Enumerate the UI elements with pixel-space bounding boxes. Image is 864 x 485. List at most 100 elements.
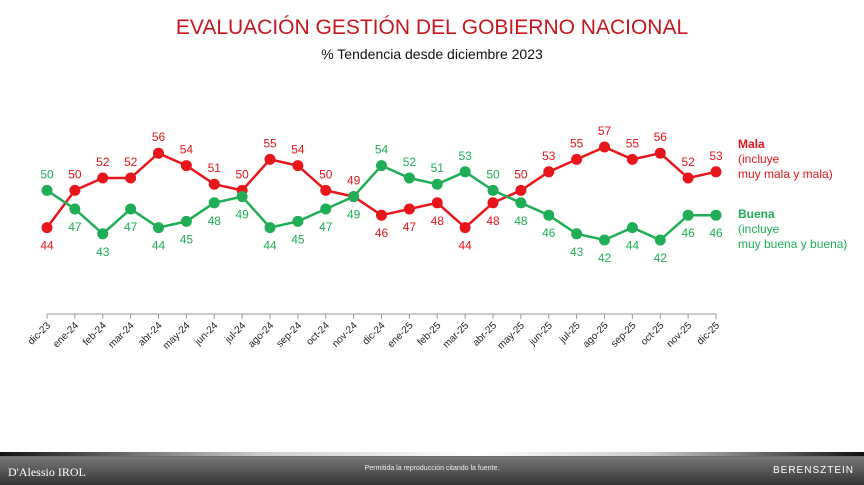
- mala-data-label: 44: [458, 239, 472, 253]
- mala-data-label: 48: [486, 214, 500, 228]
- x-tick-label: jul-25: [557, 320, 583, 346]
- mala-data-label: 55: [570, 136, 584, 150]
- x-tick-label: jun-25: [527, 320, 555, 348]
- buena-point: [487, 184, 499, 196]
- mala-point: [153, 147, 164, 159]
- x-tick-label: jul-24: [222, 320, 248, 346]
- mala-data-label: 44: [40, 239, 54, 253]
- mala-point: [320, 184, 332, 196]
- buena-data-label: 47: [68, 220, 82, 234]
- x-tick-label: mar-25: [441, 320, 471, 350]
- x-tick-label: nov-24: [330, 320, 360, 350]
- x-tick-label: dic-23: [26, 320, 53, 347]
- buena-point: [599, 234, 610, 246]
- buena-point: [125, 203, 137, 215]
- buena-data-label: 49: [235, 208, 249, 222]
- legend-mala: Mala (incluye muy mala y mala): [738, 137, 833, 182]
- mala-point: [710, 166, 722, 178]
- buena-data-label: 46: [542, 226, 556, 240]
- buena-point: [97, 228, 109, 240]
- x-tick-label: dic-24: [361, 320, 388, 347]
- buena-point: [208, 197, 220, 209]
- buena-data-label: 51: [431, 161, 445, 175]
- buena-data-label: 50: [486, 167, 500, 181]
- mala-data-label: 56: [152, 130, 166, 144]
- x-tick-label: oct-25: [639, 320, 667, 348]
- buena-point: [320, 203, 332, 215]
- buena-data-label: 43: [96, 245, 110, 259]
- mala-data-label: 53: [709, 149, 723, 163]
- mala-data-label: 56: [654, 130, 668, 144]
- buena-point: [153, 222, 164, 234]
- mala-point: [543, 166, 555, 178]
- mala-data-label: 48: [431, 214, 445, 228]
- mala-point: [97, 172, 109, 184]
- buena-point: [264, 222, 276, 234]
- legend-buena-note1: (incluye: [738, 222, 780, 236]
- buena-point: [180, 215, 192, 227]
- mala-point: [125, 172, 137, 184]
- buena-point: [292, 215, 304, 227]
- mala-data-label: 57: [598, 124, 612, 138]
- mala-point: [599, 141, 610, 153]
- mala-point: [626, 153, 638, 165]
- buena-point: [571, 228, 583, 240]
- mala-point: [459, 222, 471, 234]
- x-tick-label: may-25: [496, 320, 528, 352]
- footer: D'Alessio IROL Permitida la reproducción…: [0, 452, 864, 485]
- buena-data-label: 52: [403, 155, 417, 169]
- buena-data-label: 54: [375, 143, 389, 157]
- x-tick-label: ene-24: [51, 320, 81, 350]
- chart-title: EVALUACIÓN GESTIÓN DEL GOBIERNO NACIONAL: [175, 16, 689, 39]
- buena-data-label: 45: [291, 232, 305, 246]
- buena-data-label: 48: [514, 214, 528, 228]
- x-tick-label: sep-25: [609, 320, 639, 350]
- legend-buena-note2: muy buena y buena): [738, 237, 848, 251]
- buena-data-label: 47: [124, 220, 138, 234]
- buena-point: [403, 172, 415, 184]
- mala-data-label: 55: [263, 136, 277, 150]
- mala-data-label: 54: [180, 143, 194, 157]
- mala-point: [208, 178, 220, 190]
- mala-data-label: 50: [319, 167, 333, 181]
- x-tick-label: ene-25: [386, 320, 416, 350]
- buena-point: [515, 197, 527, 209]
- x-tick-label: nov-25: [665, 320, 695, 350]
- mala-point: [571, 153, 583, 165]
- x-tick-label: may-24: [161, 320, 193, 352]
- mala-point: [41, 222, 53, 234]
- mala-data-label: 47: [403, 220, 417, 234]
- legend-mala-name: Mala: [738, 137, 765, 151]
- buena-point: [543, 209, 555, 221]
- legend-mala-note2: muy mala y mala): [738, 167, 833, 181]
- mala-data-label: 50: [235, 167, 249, 181]
- legend-buena-name: Buena: [738, 207, 775, 221]
- buena-point: [376, 160, 387, 172]
- x-tick-label: dic-25: [695, 320, 722, 347]
- berensztein-logo: BERENSZTEIN: [772, 465, 854, 476]
- mala-point: [654, 147, 666, 159]
- mala-data-label: 52: [96, 155, 110, 169]
- buena-data-label: 46: [709, 226, 723, 240]
- x-tick-label: feb-25: [416, 320, 444, 348]
- x-tick-label: jun-24: [192, 320, 220, 348]
- buena-data-label: 47: [319, 220, 333, 234]
- x-tick-label: ago-24: [246, 320, 276, 350]
- mala-point: [264, 153, 276, 165]
- legend-mala-note1: (incluye: [738, 152, 780, 166]
- mala-data-label: 54: [291, 143, 305, 157]
- x-tick-label: mar-24: [107, 320, 137, 350]
- buena-point: [348, 191, 360, 203]
- mala-point: [431, 197, 443, 209]
- mala-point: [403, 203, 415, 215]
- mala-point: [487, 197, 499, 209]
- buena-data-label: 44: [263, 239, 277, 253]
- buena-data-label: 44: [152, 239, 166, 253]
- dalessio-logo: D'Alessio IROL: [8, 465, 86, 479]
- buena-point: [459, 166, 471, 178]
- buena-point: [69, 203, 81, 215]
- mala-data-label: 53: [542, 149, 556, 163]
- x-tick-label: oct-24: [304, 320, 332, 348]
- mala-point: [682, 172, 694, 184]
